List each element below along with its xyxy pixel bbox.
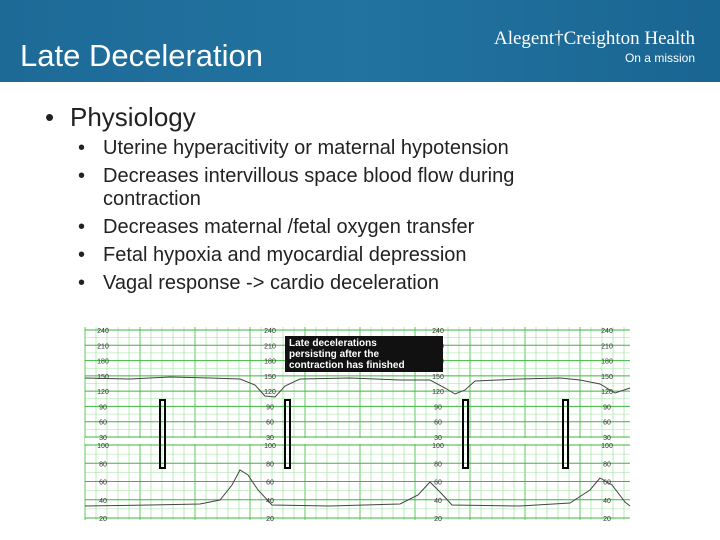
scale-label: 120 (601, 389, 613, 396)
scale-label: 150 (601, 374, 613, 381)
scale-label: 240 (601, 328, 613, 335)
scale-label: 30 (434, 435, 442, 442)
scale-label: 100 (264, 443, 276, 450)
scale-label: 20 (266, 516, 274, 523)
heading-bullet: Physiology (45, 102, 196, 133)
scale-label: 150 (432, 374, 444, 381)
scale-label: 60 (603, 480, 611, 487)
scale-label: 100 (601, 443, 613, 450)
scale-label: 80 (603, 461, 611, 468)
scale-label: 100 (97, 443, 109, 450)
scale-label: 120 (432, 389, 444, 396)
scale-label: 40 (266, 498, 274, 505)
header-band (0, 0, 720, 82)
scale-label: 60 (434, 480, 442, 487)
scale-label: 80 (266, 461, 274, 468)
marker-box (562, 399, 569, 469)
scale-label: 20 (99, 516, 107, 523)
scale-label: 20 (434, 516, 442, 523)
bullet: Vagal response -> cardio deceleration (78, 272, 598, 295)
scale-label: 90 (603, 404, 611, 411)
scale-label: 90 (434, 404, 442, 411)
scale-label: 60 (266, 420, 274, 427)
scale-label: 40 (434, 498, 442, 505)
caption-line: Late decelerations (289, 338, 377, 349)
logo-tagline: On a mission (624, 51, 695, 65)
scale-label: 40 (99, 498, 107, 505)
bullet: Fetal hypoxia and myocardial depression (78, 244, 598, 267)
scale-label: 30 (266, 435, 274, 442)
scale-label: 60 (603, 420, 611, 427)
scale-label: 120 (97, 389, 109, 396)
scale-label: 90 (99, 404, 107, 411)
scale-label: 240 (432, 328, 444, 335)
scale-label: 180 (264, 359, 276, 366)
marker-box (159, 399, 166, 469)
scale-label: 80 (434, 461, 442, 468)
scale-label: 60 (434, 420, 442, 427)
scale-label: 60 (99, 480, 107, 487)
scale-label: 100 (432, 443, 444, 450)
scale-label: 90 (266, 404, 274, 411)
scale-label: 120 (264, 389, 276, 396)
bullet: Uterine hyperacitivity or maternal hypot… (78, 137, 598, 160)
caption-line: persisting after the (289, 349, 379, 360)
panel-gap (85, 438, 630, 444)
scale-label: 150 (264, 374, 276, 381)
fhr-trace (84, 376, 631, 398)
uc-trace (84, 469, 631, 507)
scale-label: 240 (97, 328, 109, 335)
scale-label: 210 (601, 343, 613, 350)
marker-box (284, 399, 291, 469)
scale-label: 180 (97, 359, 109, 366)
scale-label: 30 (603, 435, 611, 442)
caption-line: contraction has finished (289, 360, 405, 371)
bullet: Decreases intervillous space blood flow … (78, 165, 598, 211)
caption-box (285, 336, 443, 372)
scale-label: 20 (603, 516, 611, 523)
scale-label: 210 (264, 343, 276, 350)
scale-label: 30 (99, 435, 107, 442)
bullet-list: Uterine hyperacitivity or maternal hypot… (78, 137, 598, 300)
scale-label: 180 (601, 359, 613, 366)
scale-label: 60 (99, 420, 107, 427)
scale-label: 40 (603, 498, 611, 505)
scale-label: 240 (264, 328, 276, 335)
slide-title: Late Deceleration (20, 38, 263, 73)
marker-box (462, 399, 469, 469)
heading: Physiology (70, 102, 196, 132)
bullet: Decreases maternal /fetal oxygen transfe… (78, 216, 598, 239)
scale-label: 80 (99, 461, 107, 468)
scale-label: 150 (97, 374, 109, 381)
scale-label: 60 (266, 480, 274, 487)
scale-label: 210 (97, 343, 109, 350)
logo: Alegent†Creighton Health (493, 28, 695, 49)
